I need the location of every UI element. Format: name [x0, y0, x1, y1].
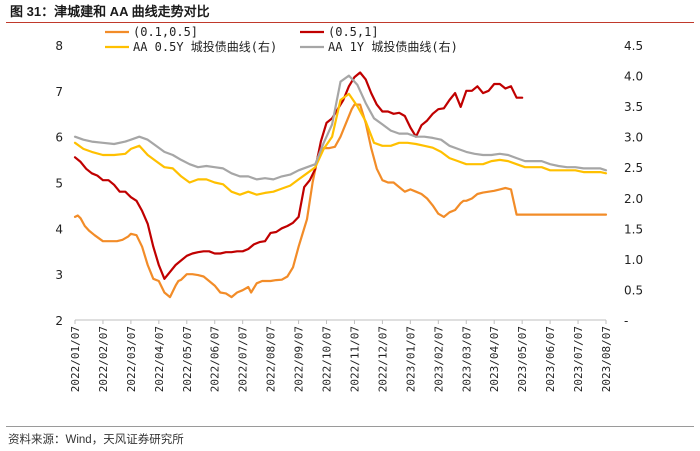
x-tick-label: 2023/04/07	[488, 326, 501, 392]
left-tick-label: 4	[55, 222, 63, 236]
series-line-3	[73, 92, 608, 196]
line-chart: 2 3 4 5 6 7 8 - 0.5 1.0 1.5 2.0 2.5 3.0 3.5 4.0 4.5 202…	[55, 25, 643, 392]
x-tick-label: 2022/07/07	[237, 326, 250, 392]
x-tick-label: 2023/08/07	[600, 326, 613, 392]
x-tick-label: 2023/01/07	[404, 326, 417, 392]
right-tick-label: -	[624, 314, 628, 328]
left-tick-label: 3	[55, 268, 63, 282]
right-tick-label: 3.0	[624, 131, 643, 145]
chart-title: 图 31：津城建和 AA 曲线走势对比	[10, 4, 210, 19]
right-tick-label: 2.0	[624, 192, 643, 206]
x-tick-label: 2022/12/07	[376, 326, 389, 392]
x-tick-label: 2023/06/07	[544, 326, 557, 392]
x-tick-label: 2022/05/07	[181, 326, 194, 392]
x-axis-ticks: 2022/01/07 2022/02/07 2022/03/07 2022/04/07…	[69, 320, 613, 392]
x-tick-label: 2022/09/07	[293, 326, 306, 392]
title-divider	[6, 22, 694, 23]
source-note: 资料来源：Wind，天风证券研究所	[8, 434, 184, 446]
x-tick-label: 2023/02/07	[432, 326, 445, 392]
left-tick-label: 2	[55, 314, 63, 328]
right-tick-label: 0.5	[624, 283, 643, 297]
footer-divider	[6, 426, 694, 427]
left-tick-label: 5	[55, 177, 63, 191]
right-axis-ticks: - 0.5 1.0 1.5 2.0 2.5 3.0 3.5 4.0 4.5	[624, 39, 643, 328]
left-tick-label: 8	[55, 39, 63, 53]
legend-label-1: (0.1,0.5]	[133, 25, 198, 39]
legend-label-3: AA 0.5Y 城投债曲线(右)	[133, 39, 277, 54]
legend-label-4: AA 1Y 城投债曲线(右)	[328, 39, 458, 54]
series-lines	[73, 71, 608, 299]
left-axis-ticks: 2 3 4 5 6 7 8	[55, 39, 63, 328]
right-tick-label: 4.0	[624, 70, 643, 84]
right-tick-label: 4.5	[624, 39, 643, 53]
x-tick-label: 2023/05/07	[516, 326, 529, 392]
x-tick-label: 2022/11/07	[348, 326, 361, 392]
right-tick-label: 2.5	[624, 161, 643, 175]
series-line-2	[73, 71, 524, 280]
right-tick-label: 1.5	[624, 222, 643, 236]
right-tick-label: 3.5	[624, 100, 643, 114]
x-tick-label: 2022/03/07	[125, 326, 138, 392]
right-tick-label: 1.0	[624, 253, 643, 267]
series-line-4	[73, 74, 608, 181]
series-line-1	[73, 103, 608, 299]
x-tick-label: 2022/02/07	[97, 326, 110, 392]
x-tick-label: 2022/10/07	[321, 326, 334, 392]
x-tick-label: 2022/08/07	[265, 326, 278, 392]
x-tick-label: 2022/01/07	[69, 326, 82, 392]
x-tick-label: 2023/07/07	[572, 326, 585, 392]
legend-label-2: (0.5,1]	[328, 25, 379, 39]
left-tick-label: 7	[55, 85, 63, 99]
chart-legend: (0.1,0.5] (0.5,1] AA 0.5Y 城投债曲线(右) AA 1Y 城投…	[105, 25, 458, 54]
x-tick-label: 2023/03/07	[460, 326, 473, 392]
x-tick-label: 2022/04/07	[153, 326, 166, 392]
left-tick-label: 6	[55, 131, 63, 145]
x-tick-label: 2022/06/07	[209, 326, 222, 392]
